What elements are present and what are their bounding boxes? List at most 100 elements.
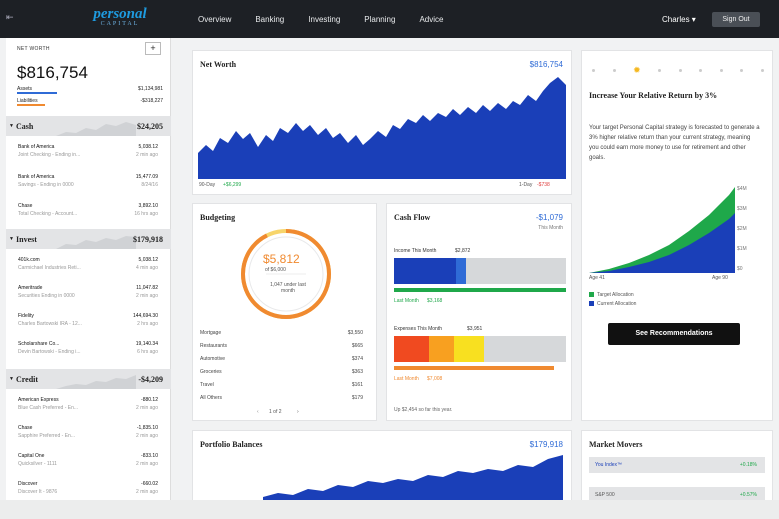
user-menu[interactable]: Charles ▾ <box>662 15 696 24</box>
logo-wordmark: personal <box>93 6 147 22</box>
portfolio-balances-card[interactable]: Portfolio Balances $179,918 <box>192 430 572 510</box>
liabilities-row[interactable]: Liabilities -$318,227 <box>17 98 163 104</box>
account-sub: Sapphire Preferred - En... <box>18 433 75 439</box>
expense-label: Expenses This Month <box>394 326 442 332</box>
mover-row[interactable]: You Index™ +0.18% <box>589 457 765 473</box>
account-row[interactable]: Scholarshare Co... Devin Bartowski - End… <box>18 341 158 355</box>
budget-row[interactable]: Travel $161 <box>200 382 363 388</box>
x-end-label: Age 90 <box>712 275 728 281</box>
logo-subtitle: CAPITAL <box>100 21 140 27</box>
account-name: American Express <box>18 397 59 403</box>
see-recommendations-button[interactable]: See Recommendations <box>608 323 740 345</box>
section-invest-value: $179,918 <box>133 235 163 244</box>
mover-value: +0.18% <box>739 462 757 468</box>
account-name: Discover <box>18 481 38 487</box>
collapse-caret-icon[interactable]: ▼ <box>9 236 14 242</box>
income-bar[interactable] <box>394 258 566 284</box>
carousel-dots[interactable]: ✹ <box>592 65 764 76</box>
account-row[interactable]: 401k.com Carmichael Industries Reti... 5… <box>18 257 158 271</box>
account-row[interactable]: Ameritrade Securities Ending in 0000 11,… <box>18 285 158 299</box>
account-name: 401k.com <box>18 257 40 263</box>
budget-row[interactable]: Restaurants $665 <box>200 343 363 349</box>
budget-ring[interactable] <box>238 226 334 322</box>
account-row[interactable]: Fidelity Charles Bartowski IRA - 12... 1… <box>18 313 158 327</box>
nav-banking[interactable]: Banking <box>255 15 285 24</box>
nav-advice[interactable]: Advice <box>419 15 444 24</box>
collapse-icon[interactable]: ⇤ <box>6 12 14 22</box>
account-time: 6 hrs ago <box>137 349 158 355</box>
section-invest[interactable]: ▼ Invest $179,918 <box>6 229 171 249</box>
section-cash[interactable]: ▼ Cash $24,205 <box>6 116 171 136</box>
carousel-dot[interactable] <box>592 69 595 72</box>
nav-planning[interactable]: Planning <box>364 15 396 24</box>
target-legend-label: Target Allocation <box>597 292 634 298</box>
account-sub: Charles Bartowski IRA - 12... <box>18 321 82 327</box>
account-row[interactable]: Discover Discover It - 9876 -660.02 2 mi… <box>18 481 158 495</box>
account-time: 2 min ago <box>136 489 158 495</box>
budget-row-label: Mortgage <box>200 330 222 336</box>
account-row[interactable]: Capital One Quicksilver - 1111 -833.10 2… <box>18 453 158 467</box>
account-time: 2 min ago <box>136 405 158 411</box>
account-row[interactable]: American Express Blue Cash Preferred - E… <box>18 397 158 411</box>
account-row[interactable]: Bank of America Joint Checking - Ending … <box>18 144 158 158</box>
account-time: 2 min ago <box>136 433 158 439</box>
market-movers-title: Market Movers <box>589 440 643 449</box>
account-sub: Securities Ending in 0000 <box>18 293 75 299</box>
mover-label: S&P 500 <box>595 492 615 498</box>
budget-row[interactable]: Mortgage $3,550 <box>200 330 363 336</box>
budgeting-card[interactable]: Budgeting $5,812 of $6,000 1,047 under l… <box>192 203 377 421</box>
account-time: 2 min ago <box>136 293 158 299</box>
recommendation-card[interactable]: ✹ Increase Your Relative Return by 3% Yo… <box>581 50 773 421</box>
market-movers-card[interactable]: Market Movers You Index™ +0.18% S&P 500 … <box>581 430 773 510</box>
nav-investing[interactable]: Investing <box>308 15 341 24</box>
add-account-button[interactable]: + <box>145 42 161 55</box>
collapse-caret-icon[interactable]: ▼ <box>9 123 14 129</box>
section-credit[interactable]: ▼ Credit -$4,209 <box>6 369 171 389</box>
collapse-caret-icon[interactable]: ▼ <box>9 376 14 382</box>
next-page-icon[interactable]: › <box>297 409 299 415</box>
projection-chart <box>589 187 735 273</box>
carousel-dot[interactable] <box>760 69 764 72</box>
carousel-dot[interactable] <box>740 69 744 72</box>
carousel-dot[interactable] <box>699 69 703 72</box>
expense-bar[interactable] <box>394 336 566 362</box>
account-sub: Quicksilver - 1111 <box>18 461 57 467</box>
one-day-value: -$738 <box>537 182 550 188</box>
carousel-dot[interactable] <box>612 69 616 72</box>
budget-row[interactable]: Groceries $363 <box>200 369 363 375</box>
carousel-dot[interactable] <box>658 69 662 72</box>
account-name: Bank of America <box>18 174 55 180</box>
carousel-dot[interactable] <box>678 69 682 72</box>
account-row[interactable]: Bank of America Savings - Ending in 0000… <box>18 174 158 188</box>
account-time: 4 min ago <box>136 265 158 271</box>
expense-last-label: Last Month <box>394 376 419 382</box>
account-sub: Discover It - 9876 <box>18 489 58 495</box>
net-worth-chart[interactable] <box>198 73 566 179</box>
portfolio-chart[interactable] <box>263 453 563 501</box>
budgeting-title: Budgeting <box>200 213 236 222</box>
portfolio-value: $179,918 <box>529 440 563 449</box>
budget-row-label: Travel <box>200 382 214 388</box>
nav-overview[interactable]: Overview <box>198 15 232 24</box>
budget-row-label: Restaurants <box>200 343 227 349</box>
budget-row[interactable]: Automotive $374 <box>200 356 363 362</box>
prev-page-icon[interactable]: ‹ <box>257 409 259 415</box>
budget-sub: 1,047 under last month <box>270 282 306 294</box>
account-value: -880.12 <box>141 397 158 403</box>
current-legend-label: Current Allocation <box>597 301 637 307</box>
mover-row[interactable]: S&P 500 +0.57% <box>589 487 765 503</box>
account-sub: Carmichael Industries Reti... <box>18 265 81 271</box>
net-worth-card-value: $816,754 <box>529 60 563 69</box>
assets-bar <box>17 92 57 94</box>
net-worth-card[interactable]: Net Worth $816,754 90-Day +$6,299 1-Day … <box>192 50 572 195</box>
cash-flow-card[interactable]: Cash Flow -$1,079 This Month Income This… <box>386 203 572 421</box>
assets-row[interactable]: Assets $1,134,981 <box>17 86 163 92</box>
logo[interactable]: personal CAPITAL <box>80 6 160 28</box>
account-sub: Savings - Ending in 0000 <box>18 182 74 188</box>
budget-row[interactable]: All Others $179 <box>200 395 363 401</box>
sign-out-button[interactable]: Sign Out <box>712 12 760 27</box>
carousel-dot[interactable] <box>719 69 723 72</box>
account-row[interactable]: Chase Total Checking - Account... 3,892.… <box>18 203 158 217</box>
account-row[interactable]: Chase Sapphire Preferred - En... -1,835.… <box>18 425 158 439</box>
budget-pager: 1 of 2 <box>269 409 282 415</box>
